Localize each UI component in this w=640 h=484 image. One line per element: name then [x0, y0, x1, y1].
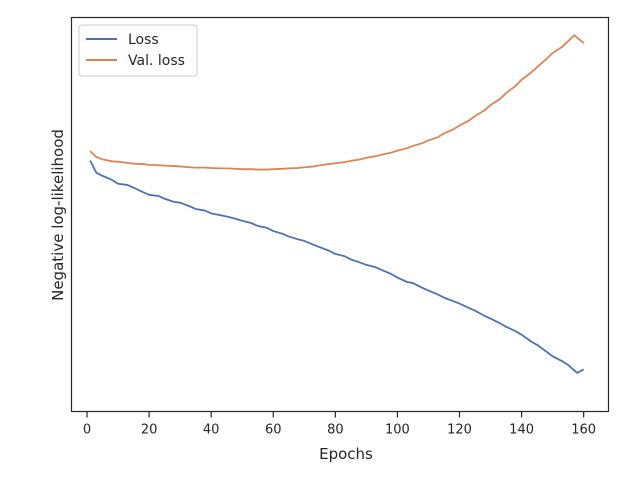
- x-axis-label: Epochs: [319, 445, 373, 463]
- legend-box: [78, 24, 198, 77]
- x-tick-label: 20: [141, 423, 158, 438]
- x-tick-label: 40: [203, 423, 220, 438]
- x-tick-label: 120: [447, 423, 472, 438]
- series-line-val-loss: [89, 34, 585, 171]
- x-tick-label: 160: [571, 423, 596, 438]
- plot-frame: [70, 16, 610, 413]
- legend-label-val-loss: Val. loss: [128, 53, 185, 69]
- y-axis-label: Negative log-likelihood: [49, 129, 67, 301]
- x-tick-label: 100: [385, 423, 410, 438]
- legend-label-loss: Loss: [128, 32, 159, 48]
- series-line-loss: [89, 160, 585, 374]
- legend: Loss Val. loss: [78, 24, 198, 77]
- x-tick-label: 80: [327, 423, 344, 438]
- x-tick-label: 60: [265, 423, 282, 438]
- series-layer: [89, 34, 585, 374]
- x-tick-label: 140: [509, 423, 534, 438]
- x-axis-ticks: 0 20 40 60 80 100 120 140 160: [83, 411, 596, 438]
- x-tick-label: 0: [83, 423, 91, 438]
